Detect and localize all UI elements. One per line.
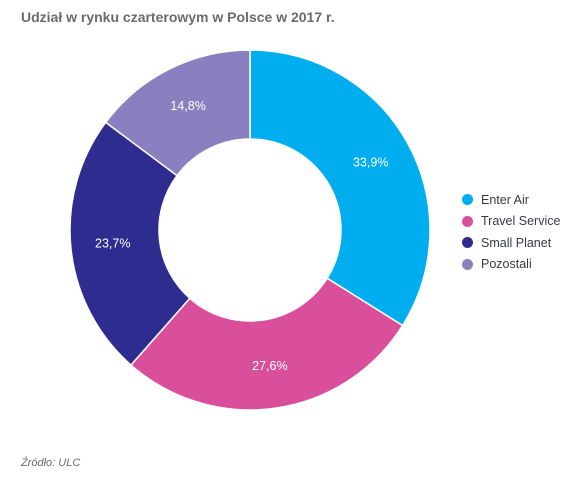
legend-item-small-planet: Small Planet (462, 232, 560, 254)
legend-swatch-travel-service (462, 215, 473, 227)
slice-small-planet (69, 121, 191, 367)
legend-item-pozostali: Pozostali (462, 254, 560, 276)
source-note: Źródło: ULC (21, 457, 81, 469)
slice-label-enter-air: 33,9% (353, 155, 388, 169)
slice-label-travel-service: 27,6% (252, 359, 287, 373)
legend-item-enter-air: Enter Air (462, 189, 560, 211)
legend-label: Pozostali (481, 257, 532, 272)
legend-label: Travel Service (481, 214, 561, 229)
legend-swatch-small-planet (462, 237, 473, 249)
legend-label: Small Planet (481, 235, 552, 250)
slice-pozostali (104, 49, 251, 177)
slice-label-small-planet: 23,7% (95, 237, 130, 251)
slice-travel-service (129, 277, 404, 411)
chart-legend: Enter Air Travel Service Small Planet Po… (462, 189, 560, 275)
legend-item-travel-service: Travel Service (462, 211, 560, 233)
chart-title: Udział w rynku czarterowym w Polsce w 20… (21, 9, 335, 25)
legend-label: Enter Air (481, 192, 529, 207)
legend-swatch-pozostali (462, 258, 473, 270)
slice-enter-air (249, 49, 431, 327)
slice-label-pozostali: 14,8% (170, 99, 205, 113)
legend-swatch-enter-air (462, 194, 473, 206)
